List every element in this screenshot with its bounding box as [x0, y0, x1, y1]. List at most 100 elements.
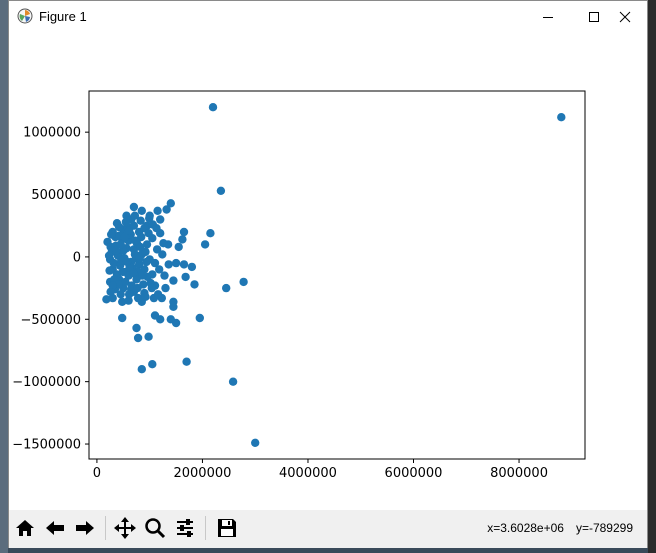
- floppy-disk-icon: [218, 519, 236, 537]
- data-point: [136, 242, 145, 252]
- maximize-icon: [589, 11, 599, 22]
- data-point: [142, 257, 151, 267]
- data-point: [190, 280, 199, 289]
- data-point: [222, 283, 231, 293]
- data-point: [124, 290, 134, 299]
- data-point: [147, 283, 156, 293]
- x-tick-label: 0: [93, 466, 101, 481]
- data-point: [116, 290, 125, 299]
- y-tick-label: −1500000: [12, 438, 81, 453]
- data-point: [145, 214, 154, 223]
- data-point: [133, 293, 143, 303]
- data-point: [108, 293, 117, 303]
- axes-frame: [88, 90, 586, 460]
- data-point: [206, 229, 215, 238]
- data-point: [105, 266, 114, 275]
- y-tick-label: 1000000: [23, 126, 81, 141]
- data-point: [124, 296, 133, 305]
- data-point: [195, 313, 204, 323]
- data-point: [133, 283, 142, 293]
- data-point: [137, 365, 146, 374]
- data-point: [107, 230, 116, 239]
- arrow-right-icon: [76, 521, 94, 535]
- x-tick-label: 4000000: [279, 466, 337, 481]
- save-button[interactable]: [213, 514, 241, 542]
- data-point: [152, 224, 161, 233]
- data-point: [102, 295, 111, 304]
- data-point: [171, 318, 181, 328]
- home-button[interactable]: [11, 514, 39, 542]
- plot-canvas[interactable]: 0 2000000 4000000 6000000 8000000 −1500000 −10…: [9, 32, 647, 510]
- y-tick-label: −1000000: [12, 375, 81, 390]
- x-readout: x=3.6028e+06: [487, 521, 564, 535]
- data-point: [162, 205, 171, 214]
- data-point: [216, 186, 226, 195]
- data-point: [159, 239, 168, 248]
- data-point: [106, 287, 115, 296]
- data-point: [179, 227, 189, 237]
- data-point: [161, 283, 170, 293]
- data-point: [134, 260, 144, 269]
- data-point: [148, 360, 157, 369]
- data-point: [118, 297, 127, 306]
- data-point: [136, 216, 145, 225]
- window-title: Figure 1: [39, 9, 87, 24]
- data-point: [122, 211, 131, 220]
- matplotlib-icon: [17, 8, 33, 24]
- scatter-chart[interactable]: 0 2000000 4000000 6000000 8000000 −1500000 −10…: [9, 32, 647, 510]
- configure-subplots-button[interactable]: [171, 514, 199, 542]
- data-point: [557, 113, 566, 122]
- data-point: [120, 232, 130, 242]
- magnifier-icon: [145, 518, 166, 539]
- y-tick-label: 500000: [31, 188, 81, 203]
- maximize-button[interactable]: [571, 1, 617, 32]
- data-point: [169, 302, 178, 311]
- data-point: [228, 377, 238, 386]
- minimize-button[interactable]: [525, 1, 571, 32]
- arrow-left-icon: [46, 521, 64, 535]
- data-point: [187, 262, 197, 272]
- data-point: [142, 240, 152, 249]
- data-point: [118, 267, 128, 277]
- data-point: [130, 211, 140, 220]
- data-point: [181, 272, 190, 282]
- close-button[interactable]: [602, 1, 648, 32]
- data-point: [153, 206, 162, 215]
- data-point: [116, 240, 125, 249]
- data-point: [178, 235, 187, 244]
- data-point: [124, 226, 134, 235]
- navigation-toolbar: x=3.6028e+06 y=-789299: [9, 510, 647, 548]
- data-point: [164, 260, 173, 269]
- data-point: [122, 257, 132, 267]
- pan-button[interactable]: [111, 514, 139, 542]
- y-readout: y=-789299: [575, 521, 633, 535]
- close-icon: [619, 11, 631, 22]
- toolbar-separator: [205, 516, 206, 540]
- data-point: [251, 438, 260, 447]
- data-point: [109, 258, 119, 268]
- zoom-button[interactable]: [141, 514, 169, 542]
- title-bar[interactable]: Figure 1: [9, 1, 647, 32]
- back-button[interactable]: [41, 514, 69, 542]
- data-point: [160, 271, 169, 280]
- x-tick-label: 2000000: [173, 466, 231, 481]
- data-point: [179, 260, 189, 269]
- data-point: [138, 271, 147, 280]
- data-point: [137, 206, 146, 215]
- y-tick-label: 0: [73, 250, 81, 265]
- data-point: [158, 250, 167, 259]
- data-point: [174, 242, 183, 252]
- data-point: [141, 292, 150, 301]
- data-point: [131, 236, 140, 245]
- data-point: [118, 313, 127, 323]
- data-point: [141, 247, 150, 257]
- data-point: [144, 229, 153, 238]
- data-point: [208, 103, 218, 112]
- data-point: [171, 258, 181, 268]
- data-point: [150, 311, 160, 320]
- data-point: [144, 332, 153, 341]
- data-point: [239, 277, 248, 287]
- forward-button[interactable]: [71, 514, 99, 542]
- data-point: [182, 357, 191, 366]
- data-point: [133, 333, 143, 343]
